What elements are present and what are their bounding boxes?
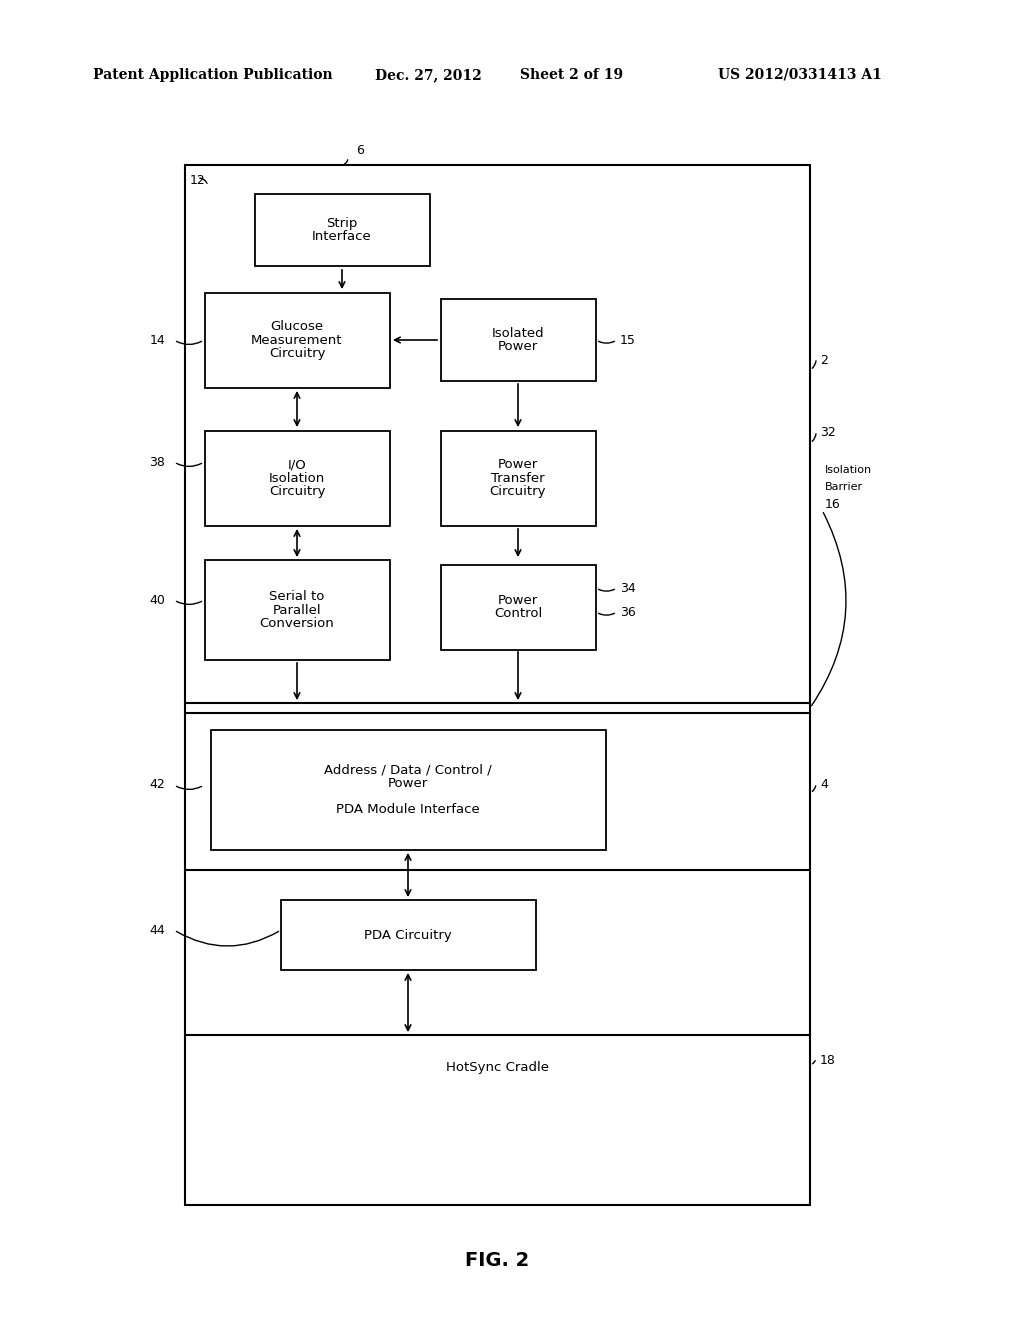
Text: 6: 6: [356, 144, 364, 157]
Text: 16: 16: [825, 499, 841, 511]
Text: Strip: Strip: [327, 216, 357, 230]
Text: Glucose: Glucose: [270, 321, 324, 333]
Text: 36: 36: [620, 606, 636, 619]
Text: Circuitry: Circuitry: [489, 484, 546, 498]
Text: PDA Circuitry: PDA Circuitry: [365, 928, 452, 941]
Text: 32: 32: [820, 426, 836, 440]
Text: 42: 42: [150, 779, 165, 792]
Text: 2: 2: [820, 354, 827, 367]
Text: 34: 34: [620, 582, 636, 594]
Bar: [440, 565, 596, 649]
Text: Serial to: Serial to: [269, 590, 325, 603]
Text: Isolation: Isolation: [269, 471, 326, 484]
Text: FIG. 2: FIG. 2: [465, 1250, 529, 1270]
Text: Interface: Interface: [312, 230, 372, 243]
Text: 12: 12: [189, 173, 205, 186]
Text: Dec. 27, 2012: Dec. 27, 2012: [375, 69, 481, 82]
Text: Barrier: Barrier: [825, 482, 863, 492]
Bar: [255, 194, 429, 267]
Bar: [205, 430, 389, 525]
Text: PDA Module Interface: PDA Module Interface: [336, 804, 480, 817]
Bar: [185, 165, 810, 1205]
Text: Isolated: Isolated: [492, 327, 545, 339]
Text: HotSync Cradle: HotSync Cradle: [445, 1060, 549, 1073]
Text: Transfer: Transfer: [492, 471, 545, 484]
Text: 4: 4: [820, 779, 827, 792]
Text: 14: 14: [150, 334, 165, 346]
Text: Power: Power: [388, 777, 428, 789]
Text: 38: 38: [150, 455, 165, 469]
Text: 44: 44: [150, 924, 165, 936]
Text: 18: 18: [820, 1053, 836, 1067]
Bar: [281, 900, 536, 970]
Text: I/O: I/O: [288, 458, 306, 471]
Text: Patent Application Publication: Patent Application Publication: [93, 69, 333, 82]
Bar: [205, 293, 389, 388]
Text: Sheet 2 of 19: Sheet 2 of 19: [520, 69, 624, 82]
Text: Circuitry: Circuitry: [268, 484, 326, 498]
Text: 40: 40: [150, 594, 165, 606]
Text: Power: Power: [498, 594, 539, 607]
Bar: [211, 730, 605, 850]
Text: Circuitry: Circuitry: [268, 347, 326, 360]
Text: Control: Control: [494, 607, 542, 620]
Text: Address / Data / Control /: Address / Data / Control /: [325, 763, 492, 776]
Text: US 2012/0331413 A1: US 2012/0331413 A1: [718, 69, 882, 82]
Text: Power: Power: [498, 458, 539, 471]
Text: Power: Power: [498, 341, 539, 354]
Text: 15: 15: [620, 334, 636, 346]
Bar: [205, 560, 389, 660]
Text: Measurement: Measurement: [251, 334, 343, 346]
Text: Conversion: Conversion: [260, 616, 335, 630]
Bar: [440, 300, 596, 381]
Text: Parallel: Parallel: [272, 603, 322, 616]
Text: Isolation: Isolation: [825, 465, 872, 475]
Bar: [440, 430, 596, 525]
